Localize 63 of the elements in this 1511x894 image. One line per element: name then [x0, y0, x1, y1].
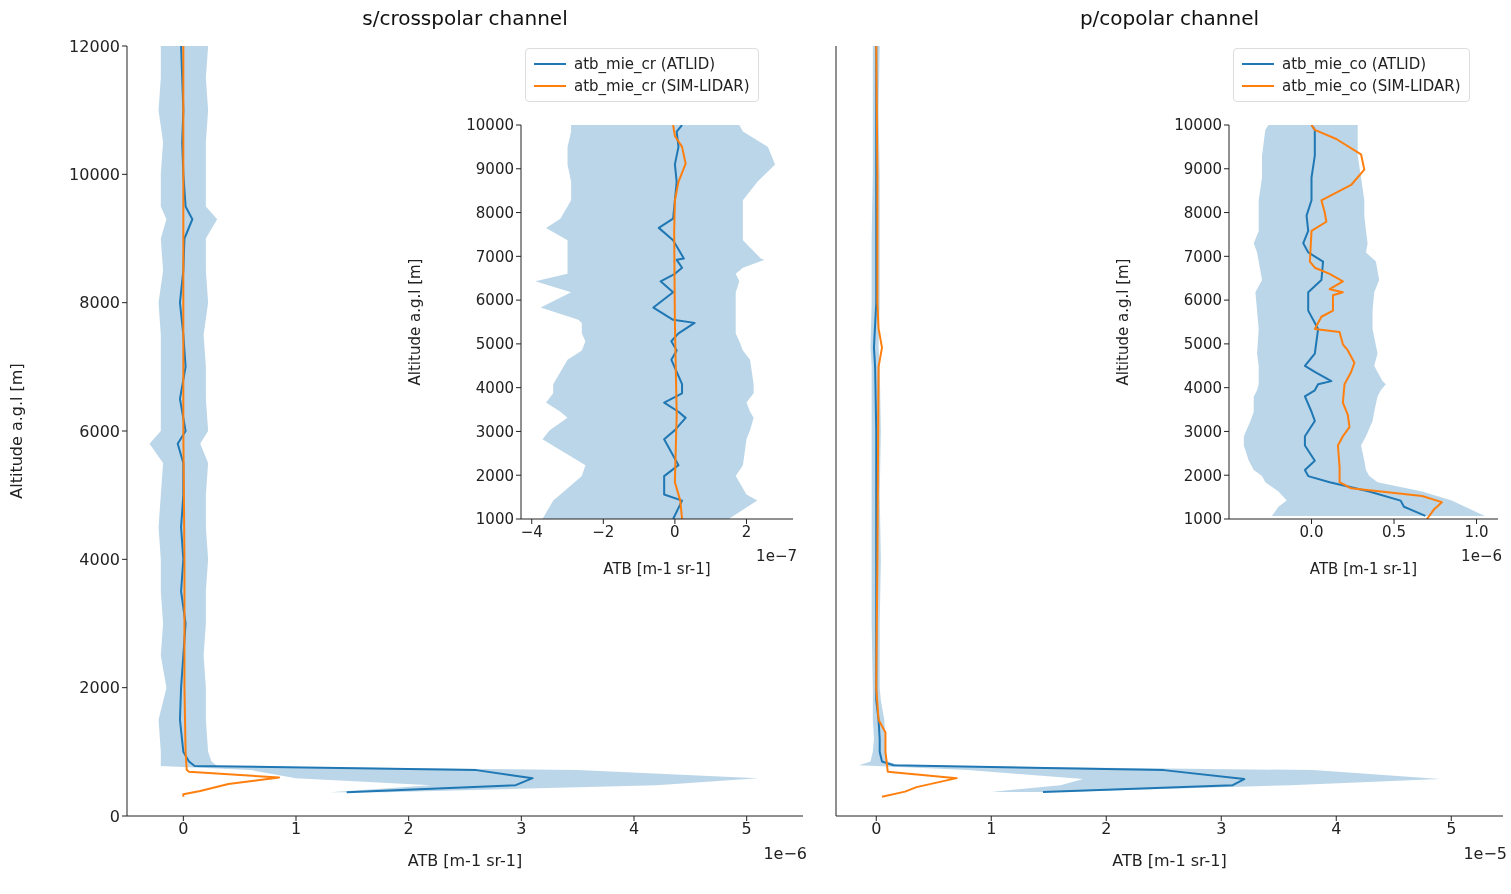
x-tick-label: 0.5 [1382, 522, 1406, 541]
x-tick-label: 4 [1331, 819, 1342, 839]
x-tick-label: 0 [178, 819, 189, 839]
chart-title: s/crosspolar channel [361, 6, 569, 30]
y-tick-label: 10000 [69, 165, 120, 185]
y-tick-label: 5000 [475, 335, 514, 354]
y-tick-label: 10000 [466, 116, 514, 135]
y-tick-label: 8000 [475, 203, 514, 222]
x-tick-label: 2 [403, 819, 414, 839]
x-tick-label: 2 [741, 522, 752, 541]
x-tick-label: −4 [520, 522, 543, 541]
legend-label: atb_mie_co (SIM-LIDAR) [1282, 76, 1461, 97]
y-tick-label: 9000 [475, 160, 514, 179]
y-tick-label: 0 [109, 806, 120, 826]
y-tick-label: 4000 [1183, 378, 1222, 397]
x-axis-title: ATB [m-1 sr-1] [603, 560, 711, 578]
x-axis-title: ATB [m-1 sr-1] [1112, 851, 1227, 870]
y-tick-label: 9000 [1183, 160, 1222, 179]
x-tick-label: 5 [1446, 819, 1457, 839]
legend-label: atb_mie_co (ATLID) [1282, 54, 1427, 75]
y-tick-label: 8000 [1183, 203, 1222, 222]
y-tick-label: 2000 [1183, 466, 1222, 485]
x-tick-label: 1 [986, 819, 997, 839]
x-tick-label: −2 [592, 522, 615, 541]
y-tick-label: 1000 [475, 510, 514, 529]
y-axis-title: Altitude a.g.l [m] [406, 258, 425, 386]
x-tick-label: 3 [516, 819, 527, 839]
text: 1e−6 [763, 844, 807, 863]
x-tick-label: 3 [1216, 819, 1227, 839]
y-tick-label: 4000 [79, 550, 120, 570]
x-tick-label: 1 [290, 819, 302, 839]
y-tick-label: 12000 [69, 36, 120, 56]
y-tick-label: 10000 [1174, 116, 1222, 135]
y-tick-label: 3000 [475, 422, 514, 441]
y-tick-label: 4000 [475, 378, 514, 397]
y-axis-title: Altitude a.g.l [m] [1114, 258, 1133, 386]
y-tick-label: 6000 [79, 421, 120, 441]
x-tick-label: 0 [871, 819, 882, 839]
x-tick-label: 0 [670, 522, 680, 541]
y-tick-label: 3000 [1183, 422, 1222, 441]
x-tick-label: 4 [628, 819, 640, 839]
annotation: 1e−6 [1461, 547, 1502, 565]
y-tick-label: 7000 [475, 247, 514, 266]
legend-label: atb_mie_cr (SIM-LIDAR) [574, 76, 750, 97]
x-tick-label: 2 [1101, 819, 1112, 839]
chart-title: p/copolar channel [1078, 6, 1261, 30]
y-tick-label: 5000 [1183, 335, 1222, 354]
x-axis-title: ATB [m-1 sr-1] [407, 851, 523, 870]
y-tick-label: 8000 [79, 293, 120, 313]
legend-label: atb_mie_cr (ATLID) [574, 54, 716, 75]
x-tick-label: 5 [741, 819, 752, 839]
y-tick-label: 7000 [1183, 247, 1222, 266]
y-tick-label: 2000 [475, 466, 514, 485]
y-tick-label: 1000 [1183, 510, 1222, 529]
y-tick-label: 6000 [475, 291, 514, 310]
text: 1e−5 [1463, 844, 1507, 863]
x-axis-title: ATB [m-1 sr-1] [1309, 560, 1418, 578]
y-tick-label: 6000 [1183, 291, 1222, 310]
annotation: 1e−7 [756, 547, 797, 565]
y-tick-label: 2000 [79, 678, 120, 698]
x-tick-label: 0.0 [1299, 522, 1324, 541]
x-tick-label: 1.0 [1464, 522, 1489, 541]
y-axis-title: Altitude a.g.l [m] [6, 363, 26, 499]
